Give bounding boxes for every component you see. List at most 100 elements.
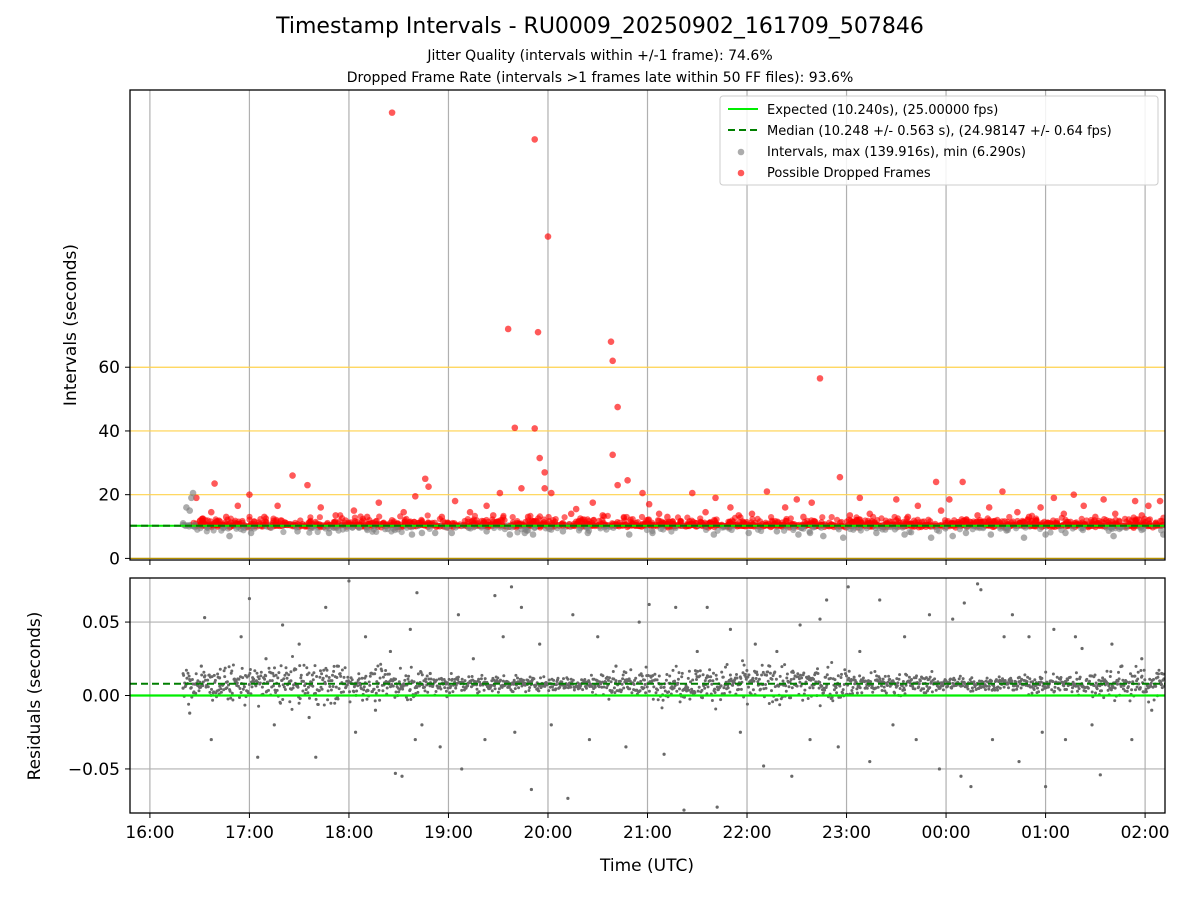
residual-point <box>752 679 756 683</box>
residual-point <box>719 698 723 702</box>
residual-point <box>638 689 642 693</box>
residual-point <box>301 689 305 693</box>
residual-point <box>419 671 423 674</box>
residual-point <box>824 686 828 689</box>
dropped-frame-point <box>544 233 552 240</box>
residual-point <box>924 676 928 680</box>
interval-point <box>949 532 956 540</box>
residual-point <box>756 680 760 684</box>
dropped-frame-point <box>1131 497 1139 505</box>
interval-point <box>559 528 567 535</box>
residual-point <box>259 670 263 674</box>
residual-point <box>388 649 393 654</box>
residual-point <box>270 679 274 683</box>
residual-point <box>738 730 742 734</box>
residual-point <box>298 697 302 701</box>
residual-point <box>891 723 895 727</box>
dropped-frame-point <box>222 519 229 526</box>
dropped-frame-point <box>1116 518 1123 525</box>
residual-point <box>1100 689 1103 693</box>
dropped-frame-point <box>754 515 761 523</box>
residual-point <box>381 689 385 693</box>
x-tick-label: 16:00 <box>125 823 174 843</box>
dropped-frame-point <box>531 136 539 143</box>
residual-point <box>361 698 365 702</box>
residual-point <box>1117 677 1121 681</box>
residual-point <box>937 767 942 771</box>
residual-point <box>280 623 285 627</box>
residual-point <box>1098 684 1102 688</box>
dropped-frame-point <box>1032 517 1040 524</box>
residual-point <box>587 737 592 742</box>
residual-point <box>223 666 227 670</box>
residual-point <box>662 752 666 756</box>
residual-point <box>869 671 873 675</box>
dropped-frame-point <box>380 519 387 526</box>
residual-point <box>618 679 622 683</box>
residual-point <box>380 669 384 673</box>
dropped-frame-point <box>207 508 215 516</box>
dropped-frame-point <box>793 496 801 503</box>
dropped-frame-point <box>783 515 790 523</box>
residual-point <box>739 676 743 680</box>
residual-point <box>639 679 643 683</box>
jitter-quality-subtitle: Jitter Quality (intervals within +/-1 fr… <box>427 48 773 64</box>
residual-point <box>326 698 330 702</box>
dropped-frame-point <box>500 512 507 519</box>
residual-point <box>543 684 547 688</box>
dropped-frame-point <box>857 519 865 526</box>
residual-point <box>771 700 775 704</box>
residual-point <box>721 675 725 679</box>
dropped-frame-point <box>471 512 478 520</box>
residual-point <box>322 703 326 707</box>
residual-point <box>475 687 479 691</box>
residual-point <box>384 669 388 672</box>
residual-point <box>237 677 241 681</box>
residual-point <box>925 684 929 688</box>
interval-point <box>987 531 995 538</box>
dropped-frame-point <box>977 518 984 526</box>
residual-point <box>1138 686 1142 690</box>
interval-point <box>625 531 633 538</box>
residual-point <box>450 677 454 681</box>
residual-point <box>951 617 955 621</box>
residual-point <box>397 690 401 694</box>
residual-point <box>851 692 854 695</box>
interval-point <box>521 529 529 537</box>
residual-point <box>560 680 564 684</box>
residual-point <box>334 685 338 689</box>
interval-point <box>247 529 255 537</box>
residual-point <box>590 685 594 688</box>
interval-point <box>901 531 908 538</box>
residual-point <box>362 685 366 689</box>
residual-point <box>728 690 732 694</box>
residual-point <box>211 698 215 702</box>
residual-point <box>1010 613 1015 617</box>
residual-point <box>903 688 906 692</box>
residual-point <box>958 674 962 678</box>
residual-point <box>987 684 991 688</box>
residual-point <box>482 688 486 692</box>
residual-point <box>218 667 222 671</box>
residual-point <box>606 678 610 682</box>
dropped-frame-point <box>609 357 616 365</box>
residual-point <box>320 672 324 676</box>
dropped-frame-point <box>970 518 977 525</box>
residual-point <box>1157 672 1160 676</box>
residual-point <box>274 691 278 694</box>
dropped-frame-point <box>572 505 580 513</box>
residual-point <box>1065 688 1068 691</box>
interval-point <box>857 527 864 534</box>
dropped-frame-point <box>509 514 516 521</box>
residual-point <box>1136 677 1140 681</box>
residual-point <box>847 669 851 673</box>
dropped-frame-point <box>1008 519 1015 526</box>
interval-point <box>483 528 490 535</box>
residual-point <box>290 707 294 711</box>
residual-point <box>387 672 391 676</box>
residual-point <box>1117 670 1120 674</box>
residual-point <box>816 672 820 675</box>
residual-point <box>502 674 506 678</box>
residual-point <box>881 677 885 681</box>
